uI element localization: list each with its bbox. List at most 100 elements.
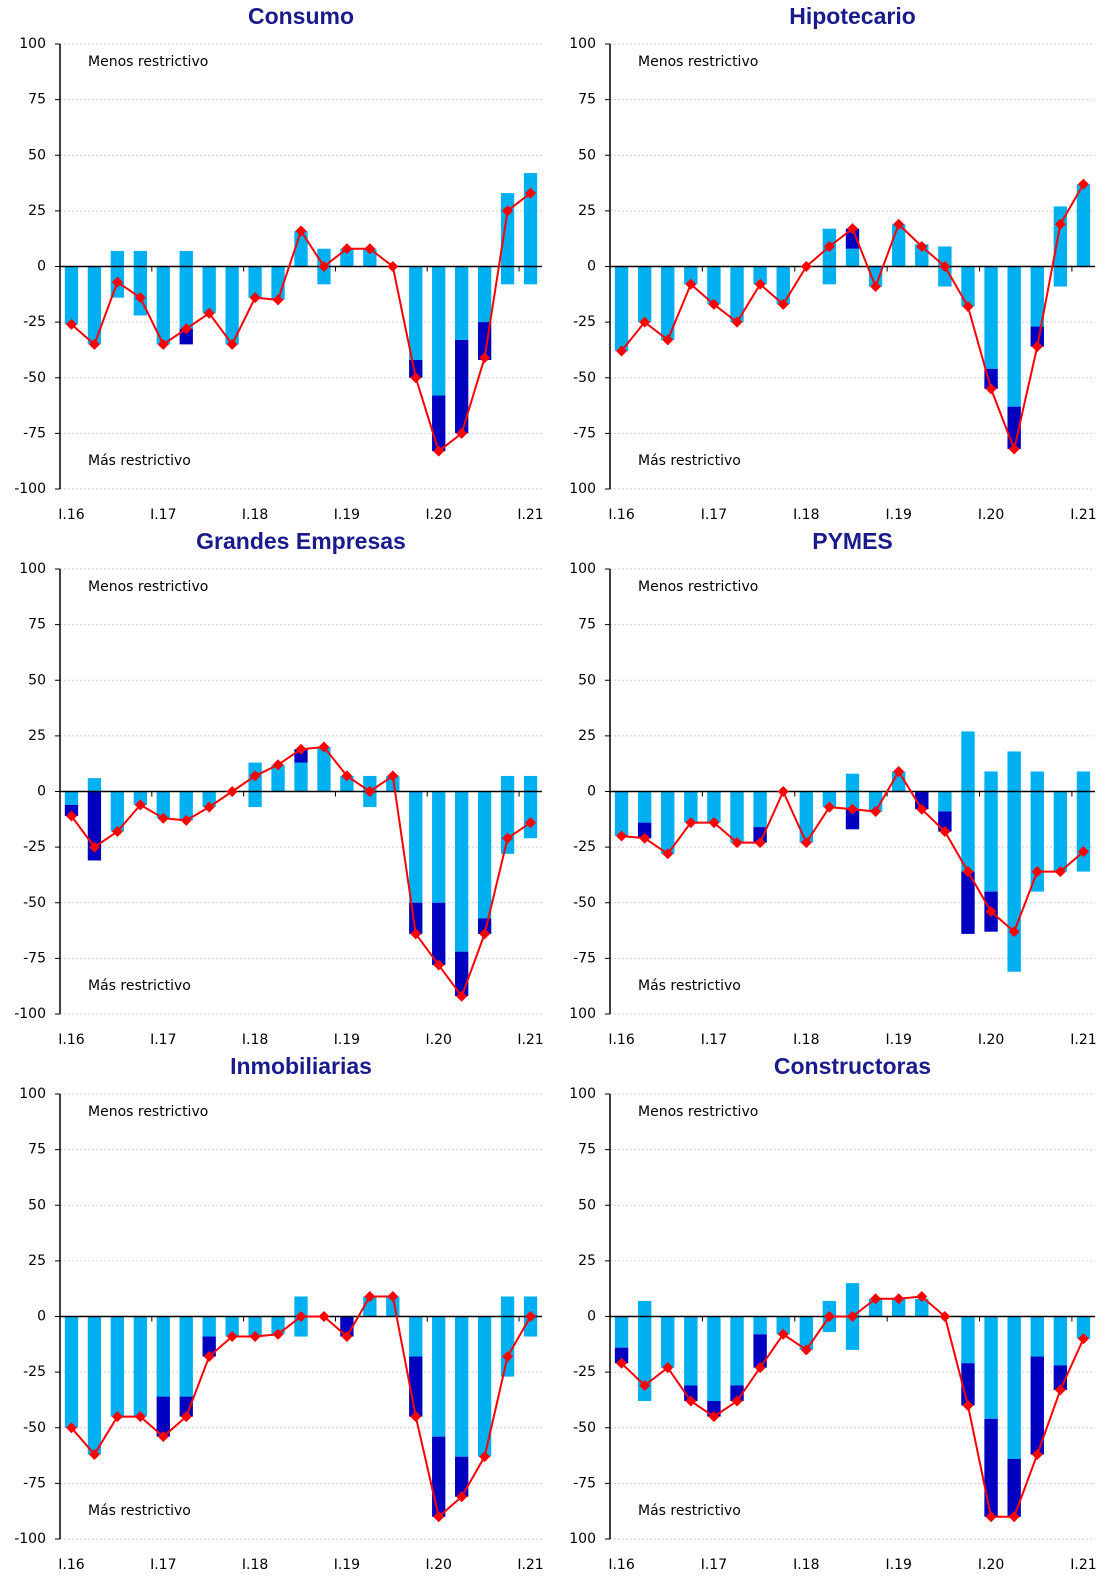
- marker: [893, 1293, 905, 1305]
- y-tick-label: 100: [569, 1086, 596, 1102]
- y-tick-label: 100: [569, 561, 596, 577]
- marker: [433, 959, 445, 971]
- marker: [272, 1328, 284, 1340]
- marker: [708, 298, 720, 310]
- x-tick-label: I.20: [426, 1032, 452, 1048]
- bar: [110, 1316, 125, 1417]
- marker: [685, 1395, 697, 1407]
- bar: [386, 775, 400, 792]
- bar: [684, 791, 698, 823]
- marker: [939, 261, 951, 272]
- bar: [409, 1316, 423, 1357]
- bar: [455, 1456, 469, 1497]
- bar: [432, 1316, 446, 1437]
- x-tick-label: I.20: [426, 507, 452, 523]
- bar: [294, 1296, 308, 1317]
- chart-title: Grandes Empresas: [196, 528, 406, 554]
- marker: [777, 786, 789, 797]
- marker: [985, 1511, 997, 1523]
- y-tick-label: 0: [587, 259, 596, 275]
- bar: [1030, 791, 1044, 892]
- marker: [157, 1431, 169, 1443]
- marker: [226, 338, 238, 350]
- bar: [684, 1316, 698, 1386]
- bar: [891, 224, 906, 267]
- y-tick-label: -25: [573, 1364, 596, 1380]
- marker: [111, 276, 123, 288]
- marker: [893, 765, 905, 777]
- x-tick-label: I.19: [334, 507, 360, 523]
- bar: [317, 747, 331, 792]
- y-tick-label: 75: [578, 92, 596, 108]
- marker: [157, 338, 169, 350]
- y-tick-label: 75: [28, 617, 46, 633]
- bar: [1007, 1458, 1021, 1517]
- y-tick-label: -75: [573, 1475, 596, 1491]
- x-tick-label: I.20: [978, 1557, 1004, 1573]
- y-tick-label: -50: [23, 895, 46, 911]
- bar: [340, 775, 354, 792]
- marker: [180, 323, 192, 335]
- marker: [754, 837, 766, 849]
- x-tick-label: I.21: [1070, 1557, 1096, 1573]
- y-tick-label: -50: [573, 895, 596, 911]
- y-tick-label: 75: [28, 1142, 46, 1158]
- marker: [295, 743, 307, 755]
- marker: [295, 225, 307, 237]
- marker: [88, 338, 100, 350]
- bar: [477, 1316, 492, 1457]
- y-tick-label: -25: [23, 1364, 46, 1380]
- bar: [340, 248, 354, 267]
- bar: [202, 1336, 216, 1357]
- marker: [203, 1351, 215, 1363]
- bar: [179, 328, 193, 345]
- marker: [777, 1328, 789, 1340]
- bar: [1053, 206, 1068, 267]
- marker: [318, 261, 330, 272]
- marker: [502, 1351, 514, 1363]
- marker: [318, 741, 330, 753]
- y-tick-label: 25: [578, 203, 596, 219]
- marker: [180, 1411, 192, 1423]
- x-tick-label: I.19: [885, 1032, 911, 1048]
- bar: [156, 266, 170, 345]
- bar: [202, 266, 216, 314]
- bar: [938, 246, 952, 267]
- x-tick-label: I.20: [426, 1557, 452, 1573]
- bar: [776, 266, 790, 305]
- bar: [500, 193, 515, 267]
- marker: [272, 294, 284, 306]
- marker: [341, 243, 353, 255]
- bar: [317, 266, 331, 285]
- bar: [845, 773, 860, 792]
- annotation: Menos restrictivo: [638, 54, 758, 70]
- marker: [939, 826, 951, 838]
- bar: [432, 902, 446, 966]
- bar: [294, 1316, 308, 1337]
- bar: [1007, 751, 1021, 792]
- bar: [984, 791, 998, 892]
- marker: [134, 292, 146, 304]
- bar: [868, 266, 883, 287]
- bar: [409, 791, 423, 903]
- bar: [845, 809, 860, 830]
- marker: [1031, 1448, 1043, 1460]
- y-tick-label: 100: [19, 36, 46, 52]
- marker: [249, 770, 261, 782]
- y-tick-label: -50: [573, 370, 596, 386]
- marker: [985, 906, 997, 918]
- bar: [202, 1316, 216, 1337]
- y-tick-label: 0: [37, 1309, 46, 1325]
- y-tick-label: 25: [28, 1253, 46, 1269]
- y-tick-label: -75: [23, 950, 46, 966]
- x-tick-label: I.20: [978, 1032, 1004, 1048]
- marker: [1008, 1511, 1020, 1523]
- bar: [1076, 771, 1091, 792]
- marker: [502, 832, 514, 844]
- bar: [363, 775, 377, 792]
- y-tick-label: -75: [23, 1475, 46, 1491]
- bar: [799, 791, 814, 843]
- bar: [707, 1316, 721, 1402]
- y-tick-label: 50: [578, 672, 596, 688]
- marker: [387, 1290, 399, 1302]
